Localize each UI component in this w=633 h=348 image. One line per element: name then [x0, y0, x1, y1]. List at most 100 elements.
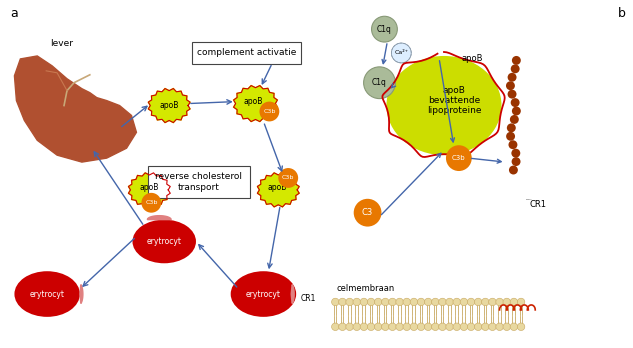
Text: a: a: [11, 7, 18, 20]
Circle shape: [410, 298, 418, 306]
Circle shape: [389, 323, 396, 331]
Circle shape: [367, 323, 375, 331]
Circle shape: [363, 67, 396, 98]
Circle shape: [354, 199, 382, 227]
Text: C1q: C1q: [372, 78, 387, 87]
Polygon shape: [148, 88, 190, 122]
Circle shape: [346, 298, 353, 306]
Circle shape: [503, 323, 511, 331]
Circle shape: [460, 298, 468, 306]
Circle shape: [403, 323, 411, 331]
Text: Ca²⁺: Ca²⁺: [394, 50, 408, 55]
Circle shape: [410, 323, 418, 331]
Circle shape: [512, 56, 521, 65]
Circle shape: [506, 81, 515, 90]
Text: apoB
bevattende
lipoproteine: apoB bevattende lipoproteine: [427, 86, 481, 116]
Text: CR1: CR1: [300, 293, 315, 302]
Polygon shape: [147, 216, 171, 220]
Circle shape: [496, 323, 503, 331]
Text: C3: C3: [362, 208, 373, 217]
Circle shape: [439, 323, 446, 331]
Circle shape: [482, 323, 489, 331]
Circle shape: [467, 323, 475, 331]
Ellipse shape: [15, 271, 80, 317]
Circle shape: [353, 298, 361, 306]
Text: C3b: C3b: [452, 155, 466, 161]
Text: celmembraan: celmembraan: [337, 284, 395, 293]
Circle shape: [489, 323, 496, 331]
Circle shape: [375, 298, 382, 306]
Circle shape: [389, 298, 396, 306]
Circle shape: [506, 132, 515, 141]
Circle shape: [508, 73, 517, 82]
FancyBboxPatch shape: [148, 166, 249, 198]
Text: C1q: C1q: [377, 25, 392, 34]
Text: C3b: C3b: [145, 200, 158, 205]
Circle shape: [417, 298, 425, 306]
Ellipse shape: [260, 175, 297, 205]
Circle shape: [510, 323, 518, 331]
Circle shape: [460, 323, 468, 331]
Circle shape: [453, 323, 461, 331]
Circle shape: [360, 298, 368, 306]
Polygon shape: [15, 56, 137, 162]
Ellipse shape: [130, 175, 168, 205]
Text: apoB: apoB: [461, 54, 482, 63]
Circle shape: [509, 166, 518, 174]
Circle shape: [396, 323, 403, 331]
Circle shape: [396, 298, 403, 306]
Text: apoB: apoB: [268, 183, 287, 192]
Circle shape: [279, 168, 298, 188]
Text: complement activatie: complement activatie: [197, 48, 296, 57]
Circle shape: [439, 298, 446, 306]
Circle shape: [353, 323, 361, 331]
Circle shape: [391, 43, 411, 63]
Polygon shape: [128, 173, 170, 207]
Circle shape: [425, 323, 432, 331]
Circle shape: [503, 298, 511, 306]
Circle shape: [403, 298, 411, 306]
Circle shape: [417, 323, 425, 331]
Ellipse shape: [150, 91, 188, 120]
Text: erytrocyt: erytrocyt: [30, 290, 65, 299]
Circle shape: [517, 323, 525, 331]
Circle shape: [510, 298, 518, 306]
Circle shape: [446, 145, 472, 171]
Circle shape: [372, 16, 398, 42]
Ellipse shape: [230, 271, 296, 317]
Text: b: b: [618, 7, 625, 20]
Circle shape: [512, 106, 521, 116]
Circle shape: [467, 298, 475, 306]
FancyBboxPatch shape: [192, 42, 301, 64]
Text: lever: lever: [50, 39, 73, 48]
Ellipse shape: [235, 88, 275, 119]
Circle shape: [360, 323, 368, 331]
Circle shape: [432, 323, 439, 331]
Polygon shape: [291, 285, 294, 303]
Circle shape: [511, 157, 520, 166]
Circle shape: [489, 298, 496, 306]
Text: apoB: apoB: [160, 101, 179, 110]
Circle shape: [508, 140, 517, 149]
Circle shape: [375, 323, 382, 331]
Circle shape: [510, 115, 519, 124]
Circle shape: [432, 298, 439, 306]
Circle shape: [339, 298, 346, 306]
Circle shape: [511, 98, 520, 107]
Polygon shape: [258, 173, 299, 207]
Circle shape: [511, 149, 520, 158]
Text: C3b: C3b: [282, 175, 294, 181]
Polygon shape: [234, 86, 277, 121]
Circle shape: [507, 124, 516, 132]
Text: erytrocyt: erytrocyt: [246, 290, 281, 299]
Text: CR1: CR1: [529, 200, 546, 209]
Circle shape: [482, 298, 489, 306]
Circle shape: [332, 323, 339, 331]
Circle shape: [496, 298, 503, 306]
Circle shape: [382, 323, 389, 331]
Polygon shape: [80, 285, 83, 303]
Circle shape: [260, 102, 279, 121]
Circle shape: [367, 298, 375, 306]
Circle shape: [446, 298, 453, 306]
Circle shape: [474, 298, 482, 306]
